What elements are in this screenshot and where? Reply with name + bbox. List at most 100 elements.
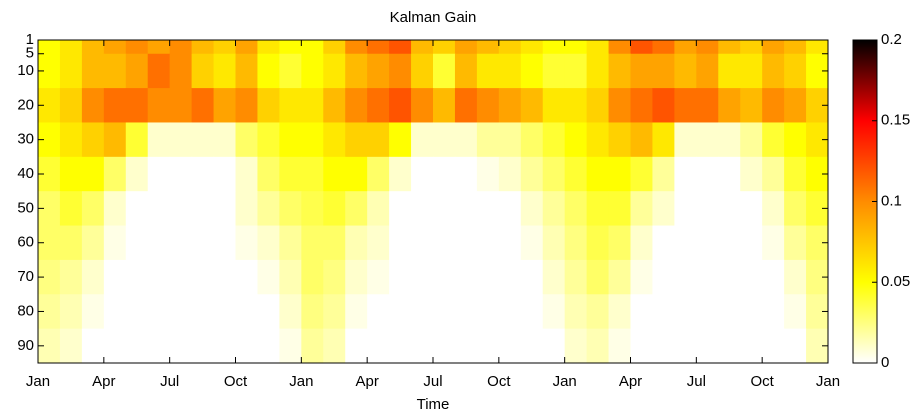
heatmap-cell xyxy=(630,122,653,158)
heatmap-cell xyxy=(433,259,456,295)
heatmap-cell xyxy=(191,294,215,330)
heatmap-cell xyxy=(323,40,346,55)
y-tick-label: 50 xyxy=(17,199,34,216)
chart-title: Kalman Gain xyxy=(390,9,477,26)
heatmap-cell xyxy=(235,225,258,261)
x-tick-label: Jan xyxy=(553,373,577,390)
heatmap-cell xyxy=(674,225,697,261)
heatmap-cell xyxy=(762,156,785,192)
heatmap-cell xyxy=(498,294,522,330)
heatmap-cell xyxy=(301,53,324,89)
heatmap-cell xyxy=(586,328,610,364)
heatmap-cell xyxy=(191,88,215,123)
colorbar-tick-label: 0.05 xyxy=(881,273,910,290)
heatmap-cell xyxy=(125,191,149,227)
heatmap-cell xyxy=(608,53,631,89)
heatmap-cell xyxy=(125,88,149,123)
heatmap-cell xyxy=(323,191,346,227)
y-tick-label: 20 xyxy=(17,96,34,113)
heatmap-cell xyxy=(279,122,302,158)
heatmap-cell xyxy=(38,88,61,123)
heatmap-cell xyxy=(345,53,368,89)
heatmap-cell xyxy=(718,88,741,123)
heatmap-cell xyxy=(586,259,610,295)
heatmap-cell xyxy=(38,225,61,261)
heatmap-cell xyxy=(520,259,544,295)
heatmap-cell xyxy=(696,122,719,158)
heatmap-cell xyxy=(411,294,434,330)
heatmap-cell xyxy=(345,88,368,123)
heatmap-cell xyxy=(586,40,610,55)
heatmap-cell xyxy=(542,122,566,158)
heatmap-cell xyxy=(103,122,127,158)
heatmap-cell xyxy=(652,53,675,89)
heatmap-cell xyxy=(38,294,61,330)
heatmap-cell xyxy=(59,156,83,192)
heatmap-cell xyxy=(630,53,653,89)
heatmap-cell xyxy=(586,225,610,261)
heatmap-cell xyxy=(696,40,719,55)
heatmap-cell xyxy=(696,259,719,295)
heatmap-cell xyxy=(389,122,412,158)
heatmap-cell xyxy=(564,40,588,55)
heatmap-cell xyxy=(542,328,566,364)
heatmap-cell xyxy=(301,40,324,55)
heatmap-cell xyxy=(301,122,324,158)
heatmap-cell xyxy=(696,191,719,227)
heatmap-cell xyxy=(696,88,719,123)
heatmap-cell xyxy=(147,328,171,364)
heatmap-cell xyxy=(367,191,390,227)
heatmap-cell xyxy=(147,88,171,123)
heatmap-cell xyxy=(411,225,434,261)
heatmap-cell xyxy=(191,225,215,261)
heatmap-cell xyxy=(279,328,302,364)
heatmap-cell xyxy=(718,122,741,158)
heatmap-cell xyxy=(433,122,456,158)
heatmap-cell xyxy=(367,40,390,55)
y-tick-label: 60 xyxy=(17,234,34,251)
heatmap-cell xyxy=(103,294,127,330)
heatmap-cell xyxy=(498,225,522,261)
heatmap-cell xyxy=(169,156,193,192)
heatmap-cell xyxy=(608,191,631,227)
heatmap-cell xyxy=(367,53,390,89)
heatmap-cell xyxy=(169,40,193,55)
heatmap-cell xyxy=(674,294,697,330)
x-tick-label: Jul xyxy=(160,373,179,390)
heatmap-cell xyxy=(389,328,412,364)
heatmap-cell xyxy=(279,259,302,295)
heatmap-cell xyxy=(169,294,193,330)
heatmap-cell xyxy=(542,259,566,295)
heatmap-cell xyxy=(191,156,215,192)
heatmap-cell xyxy=(213,294,236,330)
heatmap-cell xyxy=(762,53,785,89)
heatmap-cell xyxy=(454,328,478,364)
heatmap-cell xyxy=(586,191,610,227)
heatmap-cell xyxy=(476,328,500,364)
x-axis-label: Time xyxy=(417,396,450,413)
heatmap-cell xyxy=(38,156,61,192)
heatmap-cell xyxy=(301,88,324,123)
heatmap-cell xyxy=(301,259,324,295)
heatmap-cell xyxy=(762,259,785,295)
heatmap-cell xyxy=(81,191,105,227)
heatmap-cell xyxy=(498,122,522,158)
colorbar-tick-label: 0.15 xyxy=(881,112,910,129)
heatmap-cell xyxy=(389,40,412,55)
heatmap-cell xyxy=(674,53,697,89)
heatmap-cell xyxy=(103,53,127,89)
heatmap-cell xyxy=(235,122,258,158)
heatmap-cell xyxy=(718,328,741,364)
heatmap-cell xyxy=(564,225,588,261)
heatmap-cell xyxy=(608,88,631,123)
heatmap-cell xyxy=(696,294,719,330)
heatmap-cell xyxy=(476,53,500,89)
heatmap-cell xyxy=(542,40,566,55)
heatmap-cell xyxy=(608,294,631,330)
heatmap-cell xyxy=(38,40,61,55)
heatmap-cell xyxy=(257,294,280,330)
heatmap-cell xyxy=(608,225,631,261)
heatmap-cell xyxy=(213,53,236,89)
heatmap-cell xyxy=(389,294,412,330)
heatmap-cell xyxy=(59,328,83,364)
